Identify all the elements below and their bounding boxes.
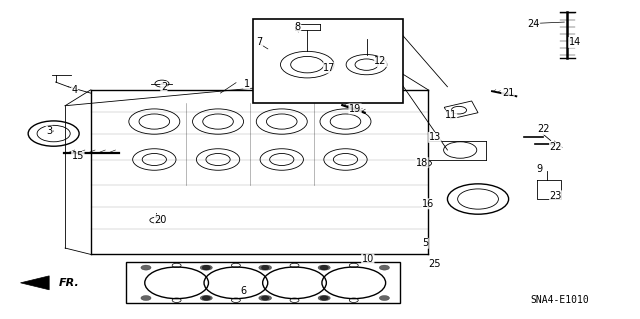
Circle shape	[141, 265, 151, 270]
Text: 21: 21	[502, 88, 514, 98]
Text: 19: 19	[349, 104, 361, 114]
Text: SNA4-E1010: SNA4-E1010	[531, 295, 589, 305]
Text: 24: 24	[527, 19, 540, 28]
Text: 4: 4	[72, 85, 77, 95]
Text: 2: 2	[161, 82, 167, 92]
Text: 5: 5	[422, 238, 428, 248]
Circle shape	[200, 295, 211, 300]
Text: 11: 11	[445, 110, 457, 120]
Circle shape	[380, 265, 390, 270]
Text: 3: 3	[46, 126, 52, 136]
Text: 23: 23	[550, 191, 562, 201]
Circle shape	[259, 265, 269, 270]
Text: 10: 10	[362, 254, 374, 264]
Circle shape	[261, 295, 271, 300]
Circle shape	[318, 265, 328, 270]
Circle shape	[202, 295, 212, 300]
Text: 13: 13	[429, 132, 441, 142]
Text: 14: 14	[569, 38, 581, 48]
Text: 7: 7	[257, 38, 262, 48]
Text: 9: 9	[537, 164, 543, 174]
Circle shape	[202, 265, 212, 270]
Text: 15: 15	[72, 151, 84, 161]
Circle shape	[320, 265, 330, 270]
Text: 20: 20	[154, 215, 167, 225]
Polygon shape	[20, 276, 49, 290]
Text: 18: 18	[416, 158, 428, 168]
Circle shape	[259, 295, 269, 300]
Circle shape	[380, 295, 390, 300]
Text: 1: 1	[244, 78, 250, 89]
Text: 22: 22	[550, 142, 562, 152]
Text: 6: 6	[241, 286, 246, 296]
Text: 16: 16	[422, 199, 435, 209]
Text: FR.: FR.	[59, 278, 79, 288]
Circle shape	[261, 265, 271, 270]
Bar	[253, 19, 403, 103]
Circle shape	[200, 265, 211, 270]
Text: 8: 8	[294, 22, 301, 32]
Text: 17: 17	[323, 63, 336, 73]
Text: 22: 22	[537, 124, 549, 135]
Text: 12: 12	[374, 56, 387, 66]
Circle shape	[318, 295, 328, 300]
Circle shape	[141, 295, 151, 300]
Text: 25: 25	[428, 259, 441, 269]
Circle shape	[320, 295, 330, 300]
